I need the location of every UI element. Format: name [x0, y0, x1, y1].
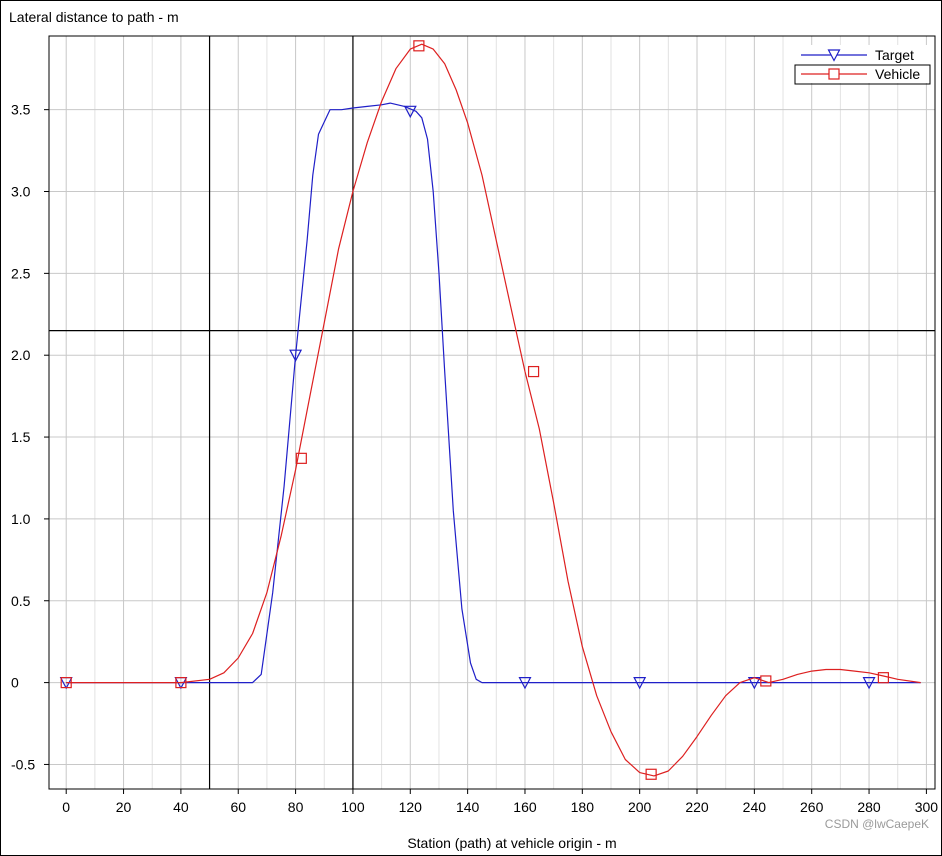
y-tick-label: 2.0 [11, 347, 31, 363]
x-tick-label: 280 [857, 799, 881, 815]
y-tick-label: 0.5 [11, 593, 31, 609]
vehicle-marker [295, 452, 307, 464]
chart-title: Lateral distance to path - m [9, 9, 179, 25]
vehicle-marker [760, 675, 772, 687]
x-tick-label: 80 [288, 799, 304, 815]
legend-target-label: Target [875, 47, 914, 63]
vehicle-marker [527, 365, 540, 378]
plot-border [48, 35, 936, 790]
x-tick-label: 60 [230, 799, 246, 815]
y-tick-label: 1.0 [11, 511, 31, 527]
vehicle-marker [413, 40, 425, 52]
x-tick-label: 20 [116, 799, 132, 815]
vehicle-marker [60, 676, 72, 689]
x-tick-label: 100 [341, 799, 365, 815]
vehicle-marker [645, 768, 657, 780]
x-axis-label: Station (path) at vehicle origin - m [407, 835, 616, 851]
legend-selected-outline [794, 64, 931, 85]
target-line [66, 102, 921, 684]
x-tick-label: 0 [62, 799, 70, 815]
legend-vehicle-label: Vehicle [875, 66, 920, 82]
legend-box [795, 45, 930, 83]
x-tick-label: 120 [399, 799, 423, 815]
y-tick-label: 1.5 [11, 429, 31, 445]
target-marker [518, 676, 532, 690]
plot-area [49, 36, 935, 789]
target-marker [403, 105, 417, 119]
legend: Target Vehicle [794, 45, 931, 85]
x-tick-label: 220 [685, 799, 709, 815]
x-tick-label: 140 [456, 799, 480, 815]
x-tick-label: 180 [571, 799, 595, 815]
y-tick-label: 3.0 [11, 184, 31, 200]
x-tick-label: 160 [513, 799, 537, 815]
vehicle-marker [175, 676, 187, 689]
watermark: CSDN @lwCaepeK [824, 817, 929, 831]
x-tick-label: 240 [743, 799, 767, 815]
y-tick-label: 2.5 [11, 265, 31, 281]
target-marker [289, 349, 303, 362]
vehicle-marker [877, 672, 889, 684]
y-tick-label: 3.5 [11, 102, 31, 118]
y-tick-label: -0.5 [11, 756, 35, 772]
target-marker [862, 676, 876, 690]
target-marker [633, 676, 647, 690]
x-tick-label: 40 [173, 799, 189, 815]
x-tick-label: 260 [800, 799, 824, 815]
vehicle-line [66, 43, 921, 777]
x-tick-label: 300 [915, 799, 939, 815]
legend-target-marker [827, 49, 841, 62]
x-tick-label: 200 [628, 799, 652, 815]
y-tick-label: 0 [11, 675, 19, 691]
legend-vehicle-marker [828, 68, 840, 80]
